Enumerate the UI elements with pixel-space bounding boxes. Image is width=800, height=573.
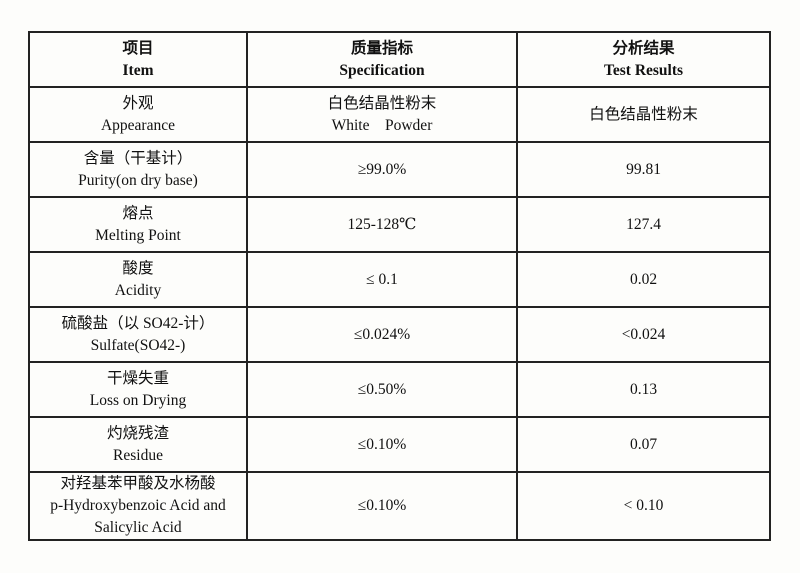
header-row: 项目 Item 质量指标 Specification 分析结果 Test Result… [28, 31, 771, 88]
specification-table: 项目 Item 质量指标 Specification 分析结果 Test Result… [28, 31, 771, 541]
result-cell: < 0.10 [516, 471, 771, 541]
item-cell: 硫酸盐（以 SO42-计） Sulfate(SO42-) [28, 306, 248, 363]
item-en: Melting Point [95, 226, 181, 244]
item-en: Acidity [114, 281, 162, 299]
header-spec-en: Specification [339, 61, 425, 79]
spec-cell: ≤0.50% [246, 361, 518, 418]
item-cell: 对羟基苯甲酸及水杨酸 p-Hydroxybenzoic Acid and Salic… [28, 471, 248, 541]
table-row: 干燥失重 Loss on Drying ≤0.50% 0.13 [28, 361, 771, 418]
spec-en: White Powder [331, 116, 433, 134]
spec-cell: ≤0.024% [246, 306, 518, 363]
item-cell: 熔点 Melting Point [28, 196, 248, 253]
item-cell: 灼烧残渣 Residue [28, 416, 248, 473]
item-cell: 酸度 Acidity [28, 251, 248, 308]
spec-cell: ≤0.10% [246, 471, 518, 541]
spec-cell: ≤ 0.1 [246, 251, 518, 308]
item-en: Appearance [100, 116, 175, 134]
table-row: 外观 Appearance 白色结晶性粉末 White Powder 白色结晶性粉末 [28, 86, 771, 143]
header-spec: 质量指标 Specification [246, 31, 518, 88]
item-en: Loss on Drying [89, 391, 187, 409]
item-zh: 酸度 [122, 259, 154, 277]
spec-cell: ≤0.10% [246, 416, 518, 473]
result-cell: 99.81 [516, 141, 771, 198]
item-en: p-Hydroxybenzoic Acid and [50, 497, 226, 514]
header-result: 分析结果 Test Results [516, 31, 771, 88]
item-zh: 熔点 [122, 204, 154, 222]
item-zh: 灼烧残渣 [106, 424, 169, 442]
item-en: Sulfate(SO42-) [90, 336, 186, 354]
table-row: 酸度 Acidity ≤ 0.1 0.02 [28, 251, 771, 308]
header-item-en: Item [122, 61, 154, 79]
result-cell: 0.13 [516, 361, 771, 418]
table-row: 灼烧残渣 Residue ≤0.10% 0.07 [28, 416, 771, 473]
item-en: Purity(on dry base) [78, 171, 198, 189]
spec-cell: 125-128℃ [246, 196, 518, 253]
result-cell: 白色结晶性粉末 [516, 86, 771, 143]
item-zh: 含量（干基计） [83, 149, 193, 167]
header-item-zh: 项目 [122, 39, 154, 57]
table-row: 对羟基苯甲酸及水杨酸 p-Hydroxybenzoic Acid and Salic… [28, 471, 771, 541]
header-result-en: Test Results [603, 61, 684, 79]
item-en: Residue [113, 446, 163, 464]
item-zh: 干燥失重 [106, 369, 169, 387]
header-result-zh: 分析结果 [612, 39, 675, 57]
result-cell: <0.024 [516, 306, 771, 363]
item-en-line2: Salicylic Acid [94, 519, 182, 536]
header-item: 项目 Item [28, 31, 248, 88]
spec-cell: 白色结晶性粉末 White Powder [246, 86, 518, 143]
item-zh: 外观 [122, 94, 154, 112]
spec-cell: ≥99.0% [246, 141, 518, 198]
table-row: 硫酸盐（以 SO42-计） Sulfate(SO42-) ≤0.024% <0.0… [28, 306, 771, 363]
result-cell: 127.4 [516, 196, 771, 253]
item-zh: 对羟基苯甲酸及水杨酸 [60, 475, 216, 492]
item-cell: 干燥失重 Loss on Drying [28, 361, 248, 418]
header-spec-zh: 质量指标 [350, 39, 413, 57]
table-row: 熔点 Melting Point 125-128℃ 127.4 [28, 196, 771, 253]
item-cell: 外观 Appearance [28, 86, 248, 143]
result-cell: 0.02 [516, 251, 771, 308]
spec-zh: 白色结晶性粉末 [327, 94, 437, 112]
result-cell: 0.07 [516, 416, 771, 473]
table-row: 含量（干基计） Purity(on dry base) ≥99.0% 99.81 [28, 141, 771, 198]
item-cell: 含量（干基计） Purity(on dry base) [28, 141, 248, 198]
item-zh: 硫酸盐（以 SO42-计） [61, 314, 215, 332]
